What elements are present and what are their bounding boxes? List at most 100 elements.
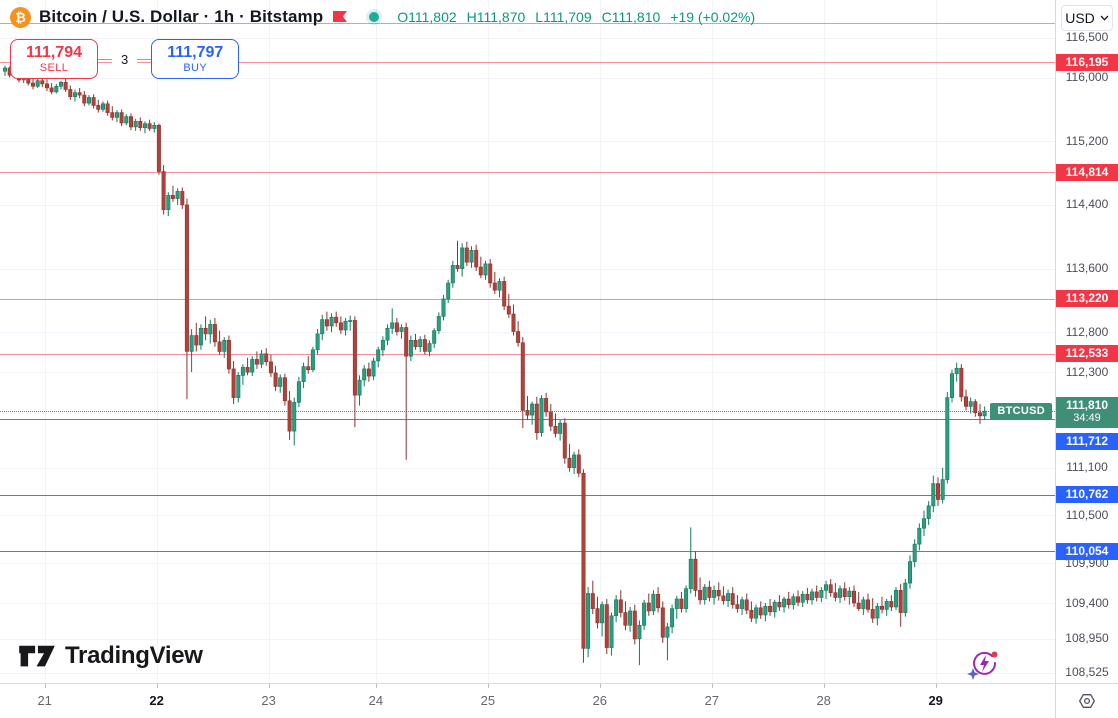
vertical-gridline xyxy=(935,0,937,683)
time-tick-label: 27 xyxy=(704,693,720,708)
horizontal-gridline xyxy=(0,37,1055,39)
horizontal-gridline xyxy=(0,77,1055,79)
time-tick-label: 29 xyxy=(928,693,943,708)
horizontal-gridline xyxy=(0,332,1055,334)
buy-button[interactable]: 111,797 BUY xyxy=(151,39,240,79)
current-price-value: 111,810 xyxy=(1065,398,1109,413)
time-tick-label: 23 xyxy=(261,693,276,708)
alert-line[interactable] xyxy=(0,353,1055,355)
flag-icon[interactable] xyxy=(333,11,348,23)
time-tick-mark xyxy=(44,684,46,688)
candlestick-series xyxy=(2,65,987,666)
currency-dropdown[interactable]: USD xyxy=(1061,5,1113,31)
time-tick-mark xyxy=(823,684,825,688)
time-tick-label: 26 xyxy=(592,693,608,708)
price-tick-label: 116,500 xyxy=(1065,30,1109,45)
alert-price-badge: 112,533 xyxy=(1056,345,1118,363)
buy-price: 111,797 xyxy=(167,43,224,61)
time-tick-mark xyxy=(935,684,937,688)
alert-line[interactable] xyxy=(0,494,1055,496)
price-tick-label: 112,800 xyxy=(1065,324,1109,339)
alert-line[interactable] xyxy=(0,298,1055,300)
alert-line[interactable] xyxy=(0,172,1055,173)
price-tick-label: 113,600 xyxy=(1065,261,1109,276)
vertical-gridline xyxy=(599,0,601,683)
market-status-icon[interactable] xyxy=(369,12,380,22)
time-tick-label: 22 xyxy=(149,693,164,708)
bar-countdown: 34:49 xyxy=(1073,412,1101,425)
price-tick-label: 115,200 xyxy=(1065,133,1109,148)
horizontal-gridline xyxy=(0,638,1055,640)
time-tick-mark xyxy=(487,684,489,688)
alert-price-badge: 114,814 xyxy=(1056,163,1118,181)
vertical-gridline xyxy=(487,0,489,683)
currency-label: USD xyxy=(1065,10,1095,26)
alert-price-badge: 111,712 xyxy=(1056,433,1118,451)
spread-value: 3 xyxy=(112,50,138,68)
horizontal-gridline xyxy=(0,563,1055,565)
price-tick-label: 114,400 xyxy=(1065,197,1109,212)
current-price-badge: 111,810 34:49 xyxy=(1056,397,1118,429)
price-tick-label: 116,000 xyxy=(1065,70,1109,84)
vertical-gridline xyxy=(44,0,46,683)
time-tick-label: 24 xyxy=(368,693,384,708)
alert-line[interactable] xyxy=(0,23,1055,24)
tradingview-logo-icon xyxy=(19,645,55,667)
alert-price-badge: 110,762 xyxy=(1056,486,1118,504)
vertical-gridline xyxy=(375,0,377,683)
price-tick-label: 112,300 xyxy=(1065,364,1109,379)
axis-settings-corner[interactable] xyxy=(1055,683,1118,718)
sell-price: 111,794 xyxy=(25,43,83,61)
ai-sparkle-icon[interactable] xyxy=(966,648,1000,685)
price-tick-label: 111,100 xyxy=(1066,460,1108,475)
ohlc-change: +19 (+0.02%) xyxy=(670,9,756,25)
horizontal-gridline xyxy=(0,141,1055,143)
time-axis[interactable]: 21 22 23 24 25 26 27 28 29 xyxy=(0,683,1055,718)
time-tick-mark xyxy=(599,684,601,688)
alert-line[interactable] xyxy=(0,62,1055,63)
buy-label: BUY xyxy=(183,61,208,74)
time-tick-label: 28 xyxy=(816,693,831,708)
horizontal-gridline xyxy=(0,372,1055,374)
spread-line xyxy=(98,58,112,60)
horizontal-gridline xyxy=(0,603,1055,604)
sell-label: SELL xyxy=(39,61,69,74)
time-tick-mark xyxy=(268,684,270,688)
settings-hexagon-icon[interactable] xyxy=(1076,690,1098,712)
time-tick-label: 25 xyxy=(480,693,496,708)
vertical-gridline xyxy=(268,0,270,683)
horizontal-gridline xyxy=(0,204,1055,206)
bitcoin-logo-icon: ₿ xyxy=(10,6,31,28)
symbol-header: ₿ Bitcoin / U.S. Dollar · 1h · Bitstamp … xyxy=(10,5,755,29)
horizontal-gridline xyxy=(0,467,1055,469)
sell-button[interactable]: 111,794 SELL xyxy=(10,39,98,79)
ohlc-readout: O111,802 H111,870 L111,709 C111,810 +19 … xyxy=(397,9,755,25)
tradingview-watermark[interactable]: TradingView xyxy=(18,641,203,671)
ohlc-close: C111,810 xyxy=(601,9,661,25)
vertical-gridline xyxy=(711,0,713,683)
symbol-title[interactable]: Bitcoin / U.S. Dollar · 1h · Bitstamp xyxy=(39,7,324,26)
ohlc-open: O111,802 xyxy=(397,9,457,25)
ohlc-low: L111,709 xyxy=(535,9,592,25)
alert-price-badge: 116,195 xyxy=(1056,53,1118,71)
vertical-gridline xyxy=(823,0,825,683)
vertical-gridline xyxy=(156,0,158,683)
order-panel: 111,794 SELL 3 111,797 BUY xyxy=(10,39,240,79)
price-tick-label: 108,525 xyxy=(1065,665,1109,680)
chart-plot-area[interactable]: BTCUSD xyxy=(0,0,1055,683)
alert-price-badge: 113,220 xyxy=(1056,290,1118,308)
time-tick-mark xyxy=(156,684,158,688)
alert-line[interactable] xyxy=(0,551,1055,552)
tradingview-wordmark: TradingView xyxy=(65,642,203,669)
spread-line xyxy=(137,58,152,60)
alert-price-badge: 110,054 xyxy=(1056,542,1118,560)
price-axis[interactable]: USD 116,500 116,000 115,200 114,400 113,600 1… xyxy=(1055,0,1118,683)
price-tick-label: 108,950 xyxy=(1065,631,1109,646)
series-symbol-label: BTCUSD xyxy=(990,402,1052,420)
time-tick-label: 21 xyxy=(37,693,52,708)
horizontal-gridline xyxy=(0,268,1055,270)
ohlc-high: H111,870 xyxy=(466,9,526,25)
time-tick-mark xyxy=(711,684,713,688)
price-tick-label: 110,500 xyxy=(1065,507,1109,522)
